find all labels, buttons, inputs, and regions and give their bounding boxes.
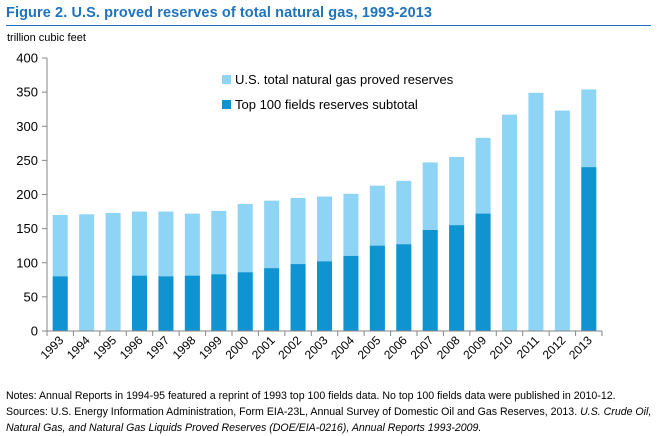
- bar-top100-subtotal: [53, 276, 68, 331]
- bar-top100-subtotal: [132, 276, 147, 331]
- bar-top100-subtotal: [370, 246, 385, 331]
- legend: U.S. total natural gas proved reserves To…: [222, 72, 454, 112]
- bar-top100-subtotal: [396, 244, 411, 331]
- bar-total-reserves: [106, 213, 121, 331]
- x-tick-label: 1996: [117, 333, 146, 362]
- y-tick-label: 200: [16, 187, 38, 202]
- x-tick-label: 1993: [38, 333, 67, 362]
- notes-line-2: Sources: U.S. Energy Information Adminis…: [6, 404, 656, 420]
- x-tick-label: 2000: [223, 333, 252, 362]
- y-tick-label: 350: [16, 85, 38, 100]
- bar-total-reserves: [528, 93, 543, 331]
- x-tick-label: 2005: [355, 333, 384, 362]
- bar-top100-subtotal: [158, 276, 173, 331]
- x-tick-label: 1994: [64, 333, 93, 362]
- y-tick-label: 0: [31, 324, 38, 339]
- y-tick-label: 400: [16, 51, 38, 66]
- x-tick-label: 2011: [514, 333, 542, 361]
- bar-total-reserves: [79, 214, 94, 331]
- bar-top100-subtotal: [317, 261, 332, 331]
- x-tick-label: 2009: [460, 333, 489, 362]
- bar-top100-subtotal: [238, 272, 253, 331]
- x-tick-label: 2002: [275, 333, 304, 362]
- y-tick-label: 50: [24, 289, 38, 304]
- sources-text: Sources: U.S. Energy Information Adminis…: [6, 406, 580, 418]
- y-tick-label: 250: [16, 153, 38, 168]
- sources-italic-text: U.S. Crude Oil,: [580, 406, 651, 418]
- bar-top100-subtotal: [264, 268, 279, 331]
- legend-label: Top 100 fields reserves subtotal: [235, 97, 418, 112]
- x-tick-label: 2003: [302, 333, 331, 362]
- bar-top100-subtotal: [476, 214, 491, 331]
- sources-italic-continued: Natural Gas, and Natural Gas Liquids Pro…: [6, 422, 481, 434]
- bar-top100-subtotal: [449, 225, 464, 331]
- x-tick-label: 2007: [408, 333, 437, 362]
- y-tick-label: 300: [16, 119, 38, 134]
- x-tick-label: 2008: [434, 333, 463, 362]
- bars-group: [53, 89, 597, 331]
- figure-notes: Notes: Annual Reports in 1994-95 feature…: [6, 388, 656, 436]
- y-tick-label: 150: [16, 221, 38, 236]
- bar-chart: 1993199419951996199719981999200020012002…: [0, 0, 660, 390]
- bar-top100-subtotal: [185, 276, 200, 331]
- x-tick-label: 2013: [566, 333, 595, 362]
- x-tick-label: 2001: [249, 333, 278, 362]
- x-tick-label: 2010: [487, 333, 516, 362]
- x-tick-label: 2004: [328, 333, 357, 362]
- bar-top100-subtotal: [581, 167, 596, 331]
- y-tick-label: 100: [16, 255, 38, 270]
- bar-top100-subtotal: [423, 230, 438, 331]
- legend-swatch: [222, 75, 231, 84]
- bar-total-reserves: [555, 111, 570, 331]
- bar-top100-subtotal: [291, 264, 306, 331]
- x-tick-label: 1997: [143, 333, 172, 362]
- x-tick-label: 2012: [540, 333, 569, 362]
- legend-swatch: [222, 100, 231, 109]
- notes-line-1: Notes: Annual Reports in 1994-95 feature…: [6, 388, 656, 404]
- x-tick-label: 1995: [90, 333, 119, 362]
- bar-top100-subtotal: [211, 274, 226, 331]
- x-tick-label: 2006: [381, 333, 410, 362]
- bar-top100-subtotal: [343, 256, 358, 331]
- legend-label: U.S. total natural gas proved reserves: [235, 72, 454, 87]
- bar-total-reserves: [502, 115, 517, 331]
- x-tick-label: 1998: [170, 333, 199, 362]
- x-tick-label: 1999: [196, 333, 225, 362]
